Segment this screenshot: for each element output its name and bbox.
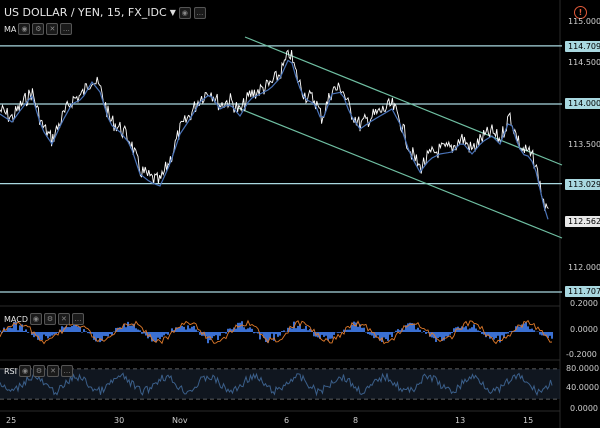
gear-icon[interactable]: ⚙: [32, 23, 45, 35]
rsi-axis-label: 0.0000: [570, 404, 598, 413]
time-label: 6: [284, 416, 290, 425]
rsi-band-fill: [0, 369, 560, 399]
price-label: 115.000: [568, 17, 600, 26]
level-tag: 111.707: [565, 286, 600, 297]
channel-lower-line: [237, 107, 563, 239]
eye-icon[interactable]: ◉: [29, 313, 42, 325]
macd-axis-label: 0.0000: [570, 325, 598, 334]
chevron-down-icon[interactable]: ▼: [169, 8, 176, 17]
time-label: 8: [353, 416, 359, 425]
exclamation-icon[interactable]: !: [574, 6, 587, 19]
macd-signal-line: [0, 319, 553, 345]
price-label: 112.000: [568, 263, 600, 272]
current-price-tag: 112.562: [565, 216, 600, 227]
time-label: 13: [455, 416, 466, 425]
moving-average-line: [0, 59, 549, 220]
gear-icon[interactable]: ⚙: [33, 365, 45, 377]
price-label: 114.500: [568, 58, 600, 67]
eye-icon[interactable]: ◉: [19, 365, 31, 377]
eye-icon[interactable]: ◉: [178, 6, 191, 19]
rsi-axis-label: 80.0000: [566, 364, 600, 373]
rsi-label[interactable]: RSI: [4, 366, 17, 376]
more-icon[interactable]: …: [193, 6, 206, 19]
close-icon[interactable]: ✕: [46, 23, 59, 35]
rsi-axis-label: 40.0000: [566, 383, 600, 392]
macd-axis-label: -0.2000: [566, 350, 597, 359]
chart-header: US DOLLAR / YEN, 15, FX_IDC ▼ ◉ …: [4, 6, 206, 19]
rsi-line: [0, 372, 553, 397]
close-icon[interactable]: ✕: [47, 365, 59, 377]
time-label: 30: [114, 416, 125, 425]
price-label: 113.500: [568, 140, 600, 149]
gear-icon[interactable]: ⚙: [43, 313, 56, 325]
level-tag: 114.000: [565, 98, 600, 109]
macd-label[interactable]: MACD: [4, 314, 28, 324]
macd-header: MACD ◉ ⚙ ✕ …: [4, 313, 84, 325]
level-tag: 114.709: [565, 41, 600, 52]
more-icon[interactable]: …: [71, 313, 84, 325]
time-label: 25: [6, 416, 17, 425]
eye-icon[interactable]: ◉: [18, 23, 31, 35]
level-tag: 113.029: [565, 179, 600, 190]
close-icon[interactable]: ✕: [57, 313, 70, 325]
ma-label[interactable]: MA: [4, 24, 17, 34]
time-label: Nov: [172, 416, 188, 425]
channel-upper-line: [244, 36, 563, 166]
time-label: 15: [523, 416, 534, 425]
price-series-line: [0, 49, 549, 212]
more-icon[interactable]: …: [61, 365, 73, 377]
rsi-header: RSI ◉ ⚙ ✕ …: [4, 365, 73, 377]
more-icon[interactable]: …: [60, 23, 73, 35]
ma-indicator-row: MA ◉ ⚙ ✕ …: [4, 23, 73, 35]
macd-axis-label: 0.2000: [570, 299, 598, 308]
symbol-title[interactable]: US DOLLAR / YEN, 15, FX_IDC: [4, 6, 167, 19]
